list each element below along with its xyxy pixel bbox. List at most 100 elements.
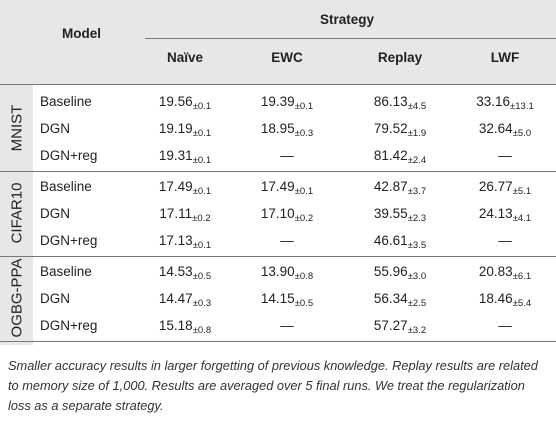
cell-value: 17.10 [260, 206, 295, 221]
cell-std: ±2.4 [407, 155, 427, 166]
cell: 86.13±4.5 [374, 94, 426, 112]
cell-value: — [280, 233, 294, 248]
cell: 57.27±3.2 [374, 318, 426, 336]
cell: 56.34±2.5 [374, 291, 426, 309]
cell-value: 42.87 [373, 179, 408, 194]
cell: 14.47±0.3 [159, 291, 211, 309]
model-header: Model [62, 26, 101, 41]
cell-value: 32.64 [478, 121, 513, 136]
cell-std: ±3.5 [407, 240, 427, 251]
cell-std: ±0.1 [192, 240, 212, 251]
cell: 46.61±3.5 [374, 233, 426, 251]
model-name: Baseline [40, 94, 92, 109]
cell: 39.55±2.3 [374, 206, 426, 224]
cell-std: ±4.5 [407, 101, 427, 112]
model-name: DGN [40, 121, 70, 136]
cell-value: 79.52 [373, 121, 408, 136]
cell-std: ±3.0 [407, 271, 427, 282]
cell: 17.11±0.2 [159, 206, 210, 224]
cell-value: 56.34 [373, 291, 408, 306]
cell-std: ±0.2 [192, 213, 211, 224]
cell: 18.46±5.4 [479, 291, 531, 309]
cell: 14.15±0.5 [261, 291, 313, 309]
cell-value: 33.16 [476, 94, 511, 109]
cell: 14.53±0.5 [159, 264, 211, 282]
cell: 79.52±1.9 [374, 121, 426, 139]
cell: — [498, 233, 512, 248]
column-header: EWC [271, 50, 303, 65]
cell: 81.42±2.4 [374, 148, 426, 166]
header-background [0, 0, 556, 84]
cell-std: ±0.3 [192, 298, 212, 309]
cell-value: 14.47 [158, 291, 193, 306]
cell: 19.19±0.1 [159, 121, 211, 139]
cell-value: 57.27 [373, 318, 408, 333]
cell-value: 81.42 [373, 148, 408, 163]
cell-value: 24.13 [478, 206, 513, 221]
cell-value: 55.96 [373, 264, 408, 279]
cell: 42.87±3.7 [374, 179, 426, 197]
group-rule [0, 256, 556, 257]
cell-std: ±2.5 [407, 298, 427, 309]
group-label: OGBG-PPA [8, 258, 26, 338]
cell-std: ±0.1 [192, 186, 212, 197]
model-name: Baseline [40, 264, 92, 279]
column-header: Replay [377, 50, 423, 65]
cell-value: 46.61 [373, 233, 408, 248]
cell: 19.56±0.1 [159, 94, 211, 112]
cell-std: ±0.1 [192, 155, 212, 166]
column-header: Naïve [166, 50, 204, 65]
cell-std: ±1.9 [407, 128, 427, 139]
cell-value: — [498, 233, 512, 248]
cell-std: ±0.1 [294, 101, 314, 112]
cell-std: ±2.3 [407, 213, 427, 224]
header-bottom-rule [0, 84, 556, 85]
caption: Smaller accuracy results in larger forge… [8, 358, 538, 413]
cell-value: 13.90 [260, 264, 295, 279]
cell-std: ±0.3 [294, 128, 314, 139]
group-rule [0, 341, 556, 342]
cell-std: ±5.0 [512, 128, 532, 139]
model-name: DGN [40, 291, 70, 306]
cell: — [280, 318, 294, 333]
cell-value: 19.31 [158, 148, 193, 163]
cell-value: 86.13 [373, 94, 408, 109]
cell: 33.16±13.1 [476, 94, 534, 112]
cell-value: 17.11 [159, 206, 193, 221]
group-label: MNIST [8, 104, 26, 152]
cell-value: 17.49 [260, 179, 295, 194]
cell-std: ±0.1 [192, 101, 212, 112]
cell: — [280, 148, 294, 163]
cell-std: ±3.7 [407, 186, 427, 197]
cell-value: 39.55 [373, 206, 408, 221]
cell-value: 26.77 [478, 179, 513, 194]
header-rule [145, 38, 556, 39]
cell-value: 15.18 [158, 318, 193, 333]
cell-value: 19.19 [158, 121, 193, 136]
cell-std: ±0.8 [192, 325, 212, 336]
cell: — [498, 148, 512, 163]
cell: 17.49±0.1 [159, 179, 211, 197]
cell-std: ±0.1 [192, 128, 212, 139]
cell-std: ±3.2 [407, 325, 427, 336]
group-label: CIFAR10 [8, 182, 26, 244]
cell: 13.90±0.8 [261, 264, 313, 282]
model-name: DGN+reg [40, 318, 98, 333]
cell: 18.95±0.3 [261, 121, 313, 139]
model-name: Baseline [40, 179, 92, 194]
group-column-background [0, 84, 33, 345]
cell: 20.83±6.1 [479, 264, 531, 282]
cell: 26.77±5.1 [479, 179, 531, 197]
cell-value: 19.56 [158, 94, 193, 109]
cell-value: — [498, 318, 512, 333]
model-name: DGN+reg [40, 233, 98, 248]
strategy-header: Strategy [320, 12, 375, 27]
cell-value: — [280, 148, 294, 163]
cell-value: 14.53 [158, 264, 193, 279]
model-name: DGN+reg [40, 148, 98, 163]
cell: 24.13±4.1 [479, 206, 531, 224]
cell-std: ±0.5 [192, 271, 212, 282]
cell-std: ±13.1 [510, 101, 534, 112]
cell: — [280, 233, 294, 248]
cell: 17.13±0.1 [159, 233, 211, 251]
